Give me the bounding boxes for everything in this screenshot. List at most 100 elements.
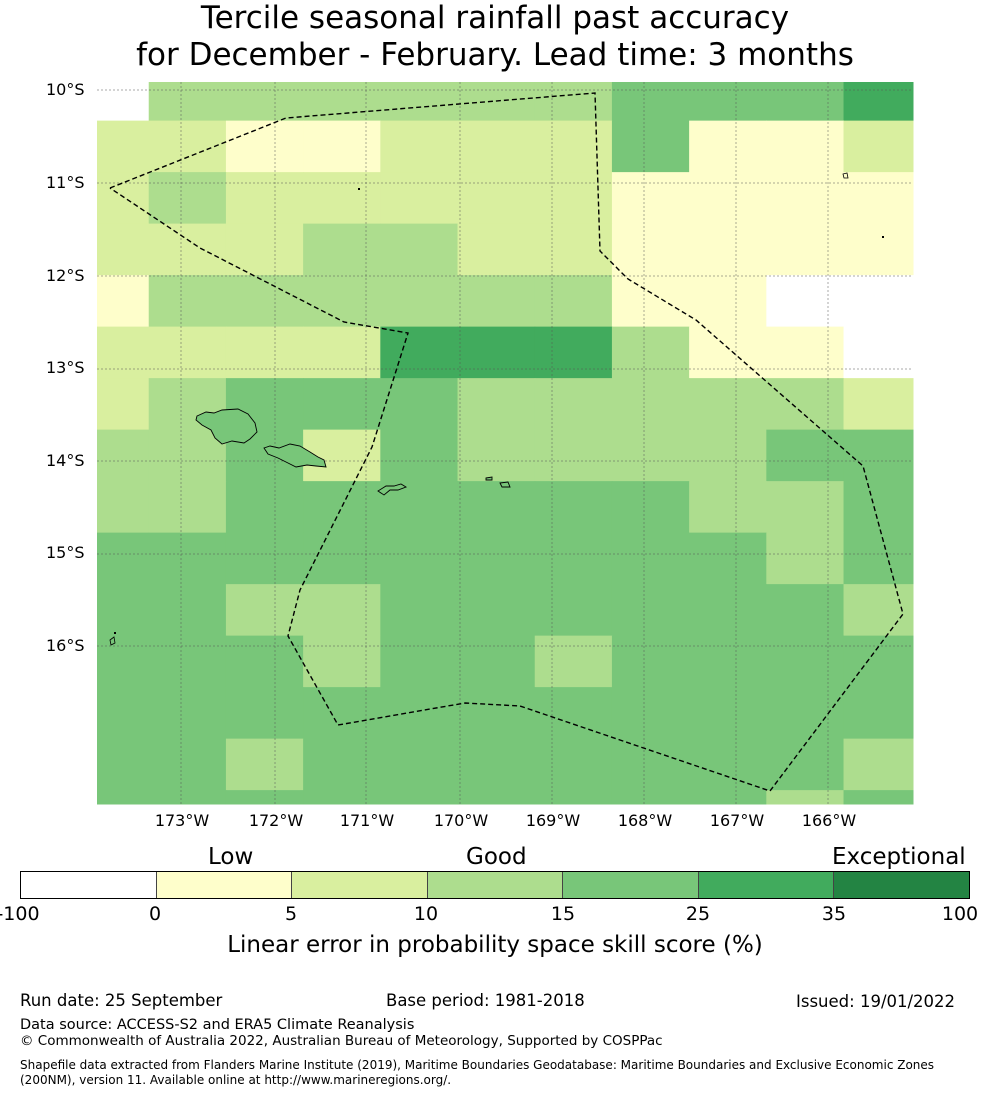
skill-cell — [457, 120, 536, 173]
skill-cell — [689, 275, 767, 328]
skill-cell — [457, 378, 536, 431]
skill-cell — [611, 687, 690, 740]
skill-cell — [766, 481, 845, 534]
skill-cell — [689, 172, 767, 225]
skill-cell — [148, 120, 227, 173]
skill-cell — [148, 275, 227, 328]
skill-cell — [225, 738, 304, 791]
lon-label-167w: 167°W — [709, 811, 765, 830]
shapefile-credit-line-1: Shapefile data extracted from Flanders M… — [20, 1058, 935, 1072]
island-savaii — [195, 408, 258, 445]
skill-cell — [457, 429, 536, 482]
lat-label-14s: 14°S — [46, 451, 85, 470]
skill-cell — [766, 635, 845, 688]
skill-cell — [689, 532, 767, 585]
skill-cell — [148, 790, 227, 805]
skill-cell — [534, 172, 613, 225]
skill-cell — [380, 326, 459, 379]
skill-cell — [457, 635, 536, 688]
skill-score-map — [97, 82, 914, 805]
skill-cell — [457, 532, 536, 585]
legend-category-good: Good — [466, 844, 527, 870]
skill-cell — [97, 635, 150, 688]
colorbar-tick-35: 35 — [821, 903, 847, 925]
skill-cell — [148, 326, 227, 379]
skill-cell — [534, 223, 613, 276]
colorbar-segment-2 — [156, 872, 293, 898]
skill-cell — [534, 275, 613, 328]
skill-cell — [843, 223, 914, 276]
skill-cell — [766, 275, 845, 328]
skill-cell — [380, 532, 459, 585]
skill-cell — [380, 635, 459, 688]
colorbar-tick-25: 25 — [685, 903, 711, 925]
skill-cell — [97, 790, 150, 805]
lon-label-173w: 173°W — [154, 811, 210, 830]
legend-category-low: Low — [208, 844, 254, 870]
island-dot-4 — [109, 636, 116, 646]
skill-cell — [97, 584, 150, 637]
skill-cell — [457, 481, 536, 534]
colorbar-segment-4 — [427, 872, 564, 898]
lat-label-11s: 11°S — [46, 173, 85, 192]
skill-cell — [843, 635, 914, 688]
skill-grid-cells — [97, 82, 914, 805]
skill-cell — [611, 172, 690, 225]
copyright: © Commonwealth of Australia 2022, Austra… — [20, 1033, 663, 1049]
skill-cell — [534, 481, 613, 534]
colorbar-title: Linear error in probability space skill … — [227, 932, 763, 958]
lat-label-10s: 10°S — [46, 80, 85, 99]
skill-cell — [689, 82, 767, 122]
skill-cell — [766, 790, 845, 805]
skill-cell — [457, 584, 536, 637]
skill-cell — [225, 687, 304, 740]
skill-cell — [97, 326, 150, 379]
skill-cell — [611, 378, 690, 431]
island-tau — [499, 481, 511, 488]
skill-cell — [97, 429, 150, 482]
skill-cell — [225, 584, 304, 637]
skill-cell — [534, 429, 613, 482]
map-title-line-2: for December - February. Lead time: 3 mo… — [136, 37, 854, 73]
lat-label-16s: 16°S — [46, 636, 85, 655]
colorbar-tick-15: 15 — [550, 903, 576, 925]
skill-cell — [843, 790, 914, 805]
skill-cell — [534, 584, 613, 637]
run-date: Run date: 25 September — [20, 991, 223, 1010]
skill-cell — [611, 429, 690, 482]
skill-cell — [766, 584, 845, 637]
island-dot-5 — [114, 632, 116, 634]
skill-cell — [766, 326, 845, 379]
skill-cell — [843, 584, 914, 637]
skill-cell — [225, 790, 304, 805]
lon-label-169w: 169°W — [525, 811, 581, 830]
skill-cell — [97, 481, 150, 534]
skill-cell — [303, 635, 381, 688]
colorbar-segment-7 — [834, 872, 970, 898]
skill-cell — [148, 687, 227, 740]
skill-cell — [689, 481, 767, 534]
skill-cell — [457, 790, 536, 805]
skill-cell — [611, 584, 690, 637]
shapefile-credit-line-2: (200NM), version 11. Available online at… — [20, 1073, 452, 1087]
skill-cell — [303, 687, 381, 740]
colorbar-segment-6 — [698, 872, 835, 898]
skill-cell — [611, 120, 690, 173]
skill-cell — [303, 738, 381, 791]
colorbar-tick-m100: -100 — [0, 903, 40, 925]
skill-cell — [766, 223, 845, 276]
skill-cell — [611, 738, 690, 791]
skill-cell — [611, 532, 690, 585]
lat-label-12s: 12°S — [46, 266, 85, 285]
lon-label-172w: 172°W — [248, 811, 304, 830]
skill-cell — [380, 275, 459, 328]
skill-cell — [534, 532, 613, 585]
skill-cell — [766, 378, 845, 431]
skill-cell — [689, 223, 767, 276]
island-dot-2 — [842, 172, 849, 179]
skill-cell — [225, 481, 304, 534]
skill-cell — [534, 378, 613, 431]
skill-cell — [457, 687, 536, 740]
skill-cell — [148, 223, 227, 276]
lon-label-170w: 170°W — [433, 811, 489, 830]
